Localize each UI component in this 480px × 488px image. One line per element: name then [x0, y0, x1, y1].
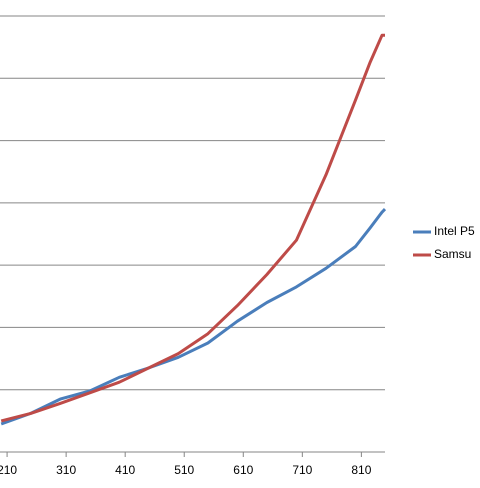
x-tick-label: 410 — [115, 463, 135, 477]
x-tick-label: 710 — [292, 463, 312, 477]
x-tick-label: 810 — [351, 463, 371, 477]
legend-label: Intel P5 — [434, 224, 475, 238]
data-line — [0, 33, 385, 423]
data-line — [0, 208, 387, 426]
x-tick-label: 610 — [233, 463, 253, 477]
x-tick-label: 210 — [0, 463, 17, 477]
x-tick-label: 510 — [174, 463, 194, 477]
x-tick-label: 310 — [56, 463, 76, 477]
legend-label: Samsu — [434, 247, 471, 261]
